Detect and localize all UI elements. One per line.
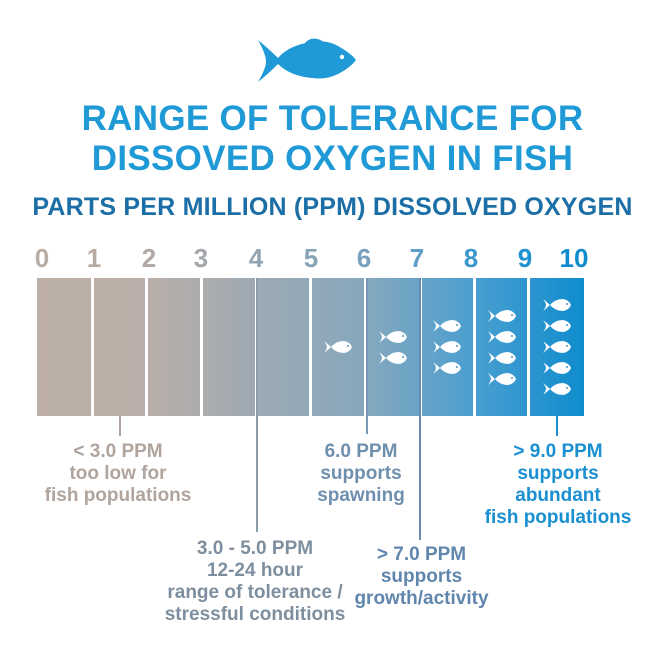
leader-line-spawning [366, 278, 368, 434]
label-too-low-line-3: fish populations [44, 485, 192, 506]
label-spawning-line-3: spawning [317, 485, 405, 506]
subtitle: PARTS PER MILLION (PPM) DISSOLVED OXYGEN [32, 193, 633, 221]
tick-8: 8 [463, 243, 479, 273]
segment-divider [527, 278, 530, 416]
tick-10: 10 [559, 243, 589, 273]
school-fish-icon [487, 329, 517, 345]
label-spawning: 6.0 PPM supports spawning [286, 441, 436, 507]
school-fish-icon [432, 318, 462, 334]
label-growth: > 7.0 PPM supports growth/activity [344, 544, 499, 610]
oxygen-scale-bar [37, 278, 584, 416]
school-fish-icon [432, 360, 462, 376]
tick-6: 6 [356, 243, 372, 273]
school-fish-icon [378, 350, 408, 366]
leader-line-tolerance [256, 278, 258, 532]
label-tolerance-line-3: range of tolerance / [167, 582, 343, 603]
school-fish-icon [542, 360, 572, 376]
label-spawning-range: 6.0 PPM [324, 441, 398, 462]
school-fish-icon [323, 339, 353, 355]
tick-2: 2 [141, 243, 157, 273]
tick-4: 4 [248, 243, 264, 273]
label-growth-line-3: growth/activity [354, 588, 489, 609]
segment-divider [91, 278, 94, 416]
label-abundant-line-4: fish populations [484, 507, 632, 528]
label-growth-range: > 7.0 PPM [376, 544, 467, 565]
label-tolerance-line-4: stressful conditions [164, 604, 346, 625]
fish-logo-icon [258, 38, 356, 82]
segment-divider [309, 278, 312, 416]
label-too-low-range: < 3.0 PPM [73, 441, 163, 462]
school-fish-icon [542, 297, 572, 313]
segment-divider [473, 278, 476, 416]
school-fish-icon [542, 318, 572, 334]
label-spawning-line-2: supports [320, 463, 402, 484]
school-fish-icon [378, 329, 408, 345]
segment-divider [200, 278, 203, 416]
school-fish-icon [487, 350, 517, 366]
title-line-1: RANGE OF TOLERANCE FOR [81, 99, 584, 138]
tick-3: 3 [193, 243, 209, 273]
school-fish-icon [432, 339, 462, 355]
segment-divider [364, 278, 367, 416]
label-abundant-range: > 9.0 PPM [513, 441, 603, 462]
leader-line-growth [419, 278, 421, 540]
segment-divider [145, 278, 148, 416]
label-tolerance-range: 3.0 - 5.0 PPM [196, 538, 314, 559]
tick-0: 0 [34, 243, 50, 273]
school-fish-icon [542, 381, 572, 397]
tick-1: 1 [86, 243, 102, 273]
label-too-low-line-2: too low for [69, 463, 167, 484]
label-abundant-line-2: supports [517, 463, 599, 484]
school-fish-icon [487, 308, 517, 324]
leader-line-abundant [556, 416, 558, 436]
title-line-2: DISSOVED OXYGEN IN FISH [91, 139, 574, 178]
label-abundant-line-3: abundant [515, 485, 601, 506]
label-abundant: > 9.0 PPM supports abundant fish populat… [478, 441, 638, 529]
tick-5: 5 [303, 243, 319, 273]
label-tolerance-line-2: 12-24 hour [206, 560, 304, 581]
label-growth-line-2: supports [380, 566, 463, 587]
tick-7: 7 [409, 243, 425, 273]
label-too-low: < 3.0 PPM too low for fish populations [18, 441, 218, 507]
school-fish-icon [542, 339, 572, 355]
tick-9: 9 [517, 243, 533, 273]
school-fish-icon [487, 371, 517, 387]
label-tolerance: 3.0 - 5.0 PPM 12-24 hour range of tolera… [150, 538, 360, 626]
leader-line-too-low [119, 416, 121, 436]
